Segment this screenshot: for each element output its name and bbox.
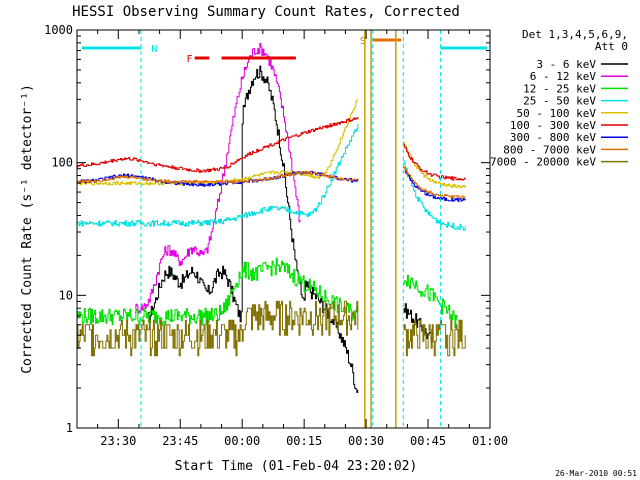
legend-title-line1: Det 1,3,4,5,6,9, bbox=[522, 28, 628, 41]
series-line bbox=[134, 43, 301, 314]
series-line bbox=[403, 167, 466, 202]
flag-label-n: N bbox=[151, 44, 157, 55]
series-line bbox=[77, 99, 359, 186]
legend-label: 800 - 7000 keV bbox=[503, 143, 596, 156]
x-tick-label: 00:00 bbox=[224, 434, 260, 448]
legend-label: 3 - 6 keV bbox=[536, 58, 596, 71]
legend-label: 6 - 12 keV bbox=[530, 70, 597, 83]
y-axis-label: Corrected Count Rate (s⁻¹ detector⁻¹) bbox=[20, 84, 35, 374]
legend-label: 50 - 100 keV bbox=[517, 107, 597, 120]
plot-frame bbox=[76, 29, 491, 429]
y-tick-label: 100 bbox=[51, 156, 73, 170]
series-line bbox=[403, 319, 466, 357]
series-line bbox=[77, 300, 359, 357]
legend-label: 100 - 300 keV bbox=[510, 119, 596, 132]
x-tick-label: 23:30 bbox=[100, 434, 136, 448]
x-axis-label: Start Time (01-Feb-04 23:20:02) bbox=[175, 459, 418, 474]
legend-label: 12 - 25 keV bbox=[523, 82, 596, 95]
y-tick-label: 1 bbox=[66, 421, 73, 435]
x-tick-label: 23:45 bbox=[162, 434, 198, 448]
x-tick-label: 00:15 bbox=[286, 434, 322, 448]
y-tick-label: 1000 bbox=[44, 23, 73, 37]
legend-title-line2: Att 0 bbox=[595, 40, 628, 53]
x-tick-label: 01:00 bbox=[472, 434, 508, 448]
x-tick-label: 00:45 bbox=[410, 434, 446, 448]
x-tick-label: 00:30 bbox=[348, 434, 384, 448]
legend-label: 7000 - 20000 keV bbox=[490, 156, 596, 169]
flag-label-s: S bbox=[360, 36, 366, 47]
series-line bbox=[147, 65, 359, 393]
series-line bbox=[403, 166, 466, 199]
series-line bbox=[77, 123, 359, 227]
legend-label: 300 - 800 keV bbox=[510, 131, 596, 144]
flag-label-f: F bbox=[186, 54, 192, 65]
series-line bbox=[77, 170, 359, 184]
footer-date: 26-Mar-2010 00:51 bbox=[555, 469, 637, 478]
chart-title: HESSI Observing Summary Count Rates, Cor… bbox=[72, 4, 460, 20]
y-tick-label: 10 bbox=[59, 288, 73, 302]
series-line bbox=[403, 143, 466, 181]
series-line bbox=[403, 274, 458, 329]
series-line bbox=[77, 117, 359, 173]
legend-label: 25 - 50 keV bbox=[523, 95, 596, 108]
series-line bbox=[403, 160, 466, 231]
